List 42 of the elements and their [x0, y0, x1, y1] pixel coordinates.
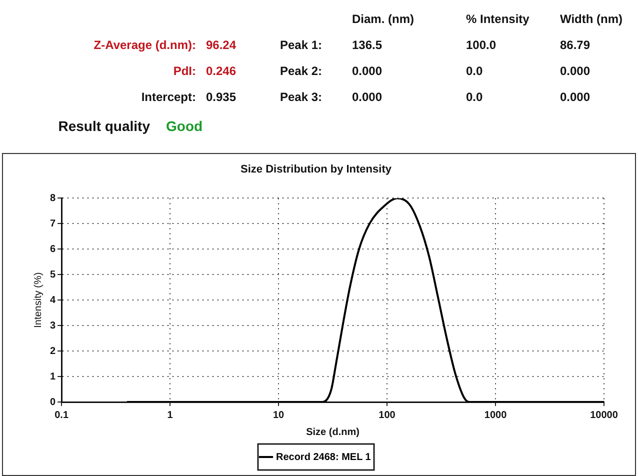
- text: 0.935: [206, 90, 236, 104]
- x-tick-label: 10000: [590, 410, 618, 421]
- chart-title: Size Distribution by Intensity: [240, 164, 392, 176]
- text: Good: [166, 118, 203, 134]
- text: 0.246: [206, 64, 236, 78]
- x-tick-label: 1000: [484, 410, 508, 421]
- text: Width (nm): [560, 12, 623, 26]
- text: 0.000: [560, 64, 590, 78]
- y-tick-label: 4: [50, 294, 56, 306]
- x-tick-label: 10: [272, 410, 285, 421]
- text: Diam. (nm): [352, 12, 414, 26]
- y-tick-label: 0: [50, 396, 56, 408]
- y-tick-label: 6: [50, 244, 56, 255]
- text: PdI:: [173, 64, 196, 78]
- y-tick-label: 2: [50, 346, 56, 357]
- text: % Intensity: [466, 12, 530, 26]
- x-tick-label: 100: [378, 410, 396, 421]
- y-tick-label: 7: [50, 218, 56, 230]
- x-axis-title: Size (d.nm): [306, 426, 360, 438]
- y-tick-label: 5: [50, 269, 56, 280]
- y-axis-title: Intensity (%): [32, 272, 44, 328]
- text: Peak 2:: [280, 64, 322, 78]
- text: Result quality: [58, 118, 150, 134]
- text: Peak 3:: [280, 90, 322, 104]
- text: Peak 1:: [280, 38, 322, 52]
- text: 0.000: [352, 64, 382, 78]
- text: 136.5: [352, 38, 382, 52]
- text: 0.0: [466, 64, 483, 78]
- text: 100.0: [466, 38, 496, 52]
- text: 86.79: [560, 38, 590, 52]
- y-tick-label: 8: [50, 192, 56, 204]
- text: Z-Average (d.nm):: [94, 38, 196, 52]
- y-tick-label: 1: [50, 371, 56, 382]
- x-tick-label: 0.1: [54, 410, 69, 421]
- text: 0.000: [560, 90, 590, 104]
- text: 0.000: [352, 90, 382, 104]
- y-tick-label: 3: [50, 320, 56, 332]
- text: Intercept:: [141, 90, 196, 104]
- text: 96.24: [206, 38, 236, 52]
- text: 0.0: [466, 90, 483, 104]
- legend-label: Record 2468: MEL 1: [276, 452, 372, 463]
- x-tick-label: 1: [167, 410, 174, 421]
